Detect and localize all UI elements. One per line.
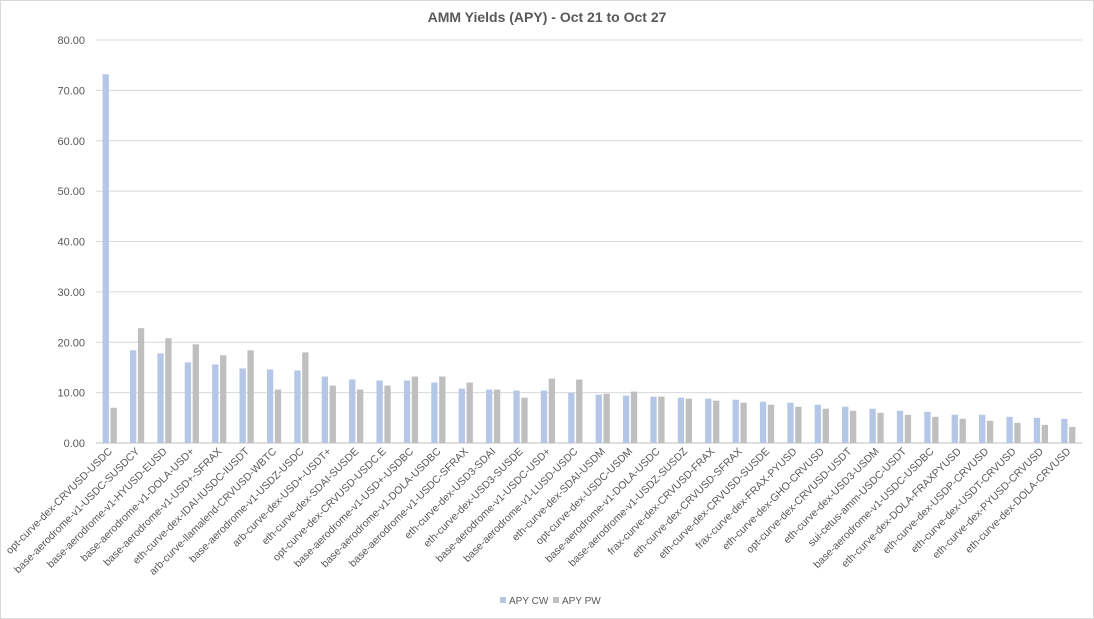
bar-apy-cw xyxy=(321,376,329,443)
gridlines xyxy=(96,39,1082,444)
bar-apy-pw xyxy=(576,379,583,443)
bar-apy-pw xyxy=(658,396,665,443)
bar-apy-pw xyxy=(411,376,419,443)
y-tick-label: 0.00 xyxy=(64,438,85,450)
legend-label: APY CW xyxy=(509,596,549,607)
bar-apy-cw xyxy=(102,74,109,443)
bar-apy-cw xyxy=(349,379,356,443)
bar-apy-cw xyxy=(486,389,493,443)
bar-apy-cw xyxy=(677,397,685,443)
x-axis-labels: opt-curve-dex-CRVUSD-USDCbase-aerodrome-… xyxy=(4,445,1074,578)
bar-apy-cw xyxy=(184,362,192,443)
bar-apy-pw xyxy=(247,350,254,443)
bar-apy-cw xyxy=(814,404,822,443)
bar-apy-pw xyxy=(329,385,336,443)
bar-apy-cw xyxy=(540,390,548,443)
bar-apy-cw xyxy=(431,382,438,443)
bar-apy-pw xyxy=(493,389,501,443)
y-tick-label: 20.00 xyxy=(57,337,85,349)
bar-apy-pw xyxy=(192,344,199,443)
y-tick-label: 10.00 xyxy=(57,388,85,400)
bar-apy-cw xyxy=(595,394,602,443)
bar-apy-cw xyxy=(622,395,630,443)
bar-apy-pw xyxy=(1014,422,1021,443)
bar-apy-pw xyxy=(220,355,227,443)
bar-apy-cw xyxy=(212,364,219,443)
bar-apy-pw xyxy=(274,389,282,443)
bar-apy-pw xyxy=(932,416,939,443)
bar-apy-cw xyxy=(979,414,986,443)
bar-apy-pw xyxy=(439,376,446,443)
bar-apy-cw xyxy=(650,396,657,443)
y-tick-label: 60.00 xyxy=(57,136,85,148)
bar-apy-pw xyxy=(877,412,884,443)
bar-apy-cw xyxy=(1006,416,1013,443)
bar-apy-cw xyxy=(157,353,164,443)
bar-apy-cw xyxy=(266,369,274,443)
bar-apy-cw xyxy=(458,388,465,443)
bar-apy-cw xyxy=(129,350,137,443)
bar-apy-cw xyxy=(924,411,931,443)
bar-apy-pw xyxy=(548,378,556,443)
bar-apy-pw xyxy=(137,328,145,443)
bar-apy-pw xyxy=(986,420,994,443)
bar-apy-pw xyxy=(302,352,309,443)
bars xyxy=(102,74,1076,443)
y-tick-label: 50.00 xyxy=(57,186,85,198)
y-axis-ticks: 0.00 10.00 20.00 30.00 40.00 50.00 60.00 70.00 8… xyxy=(57,35,85,450)
legend-swatch xyxy=(500,597,506,603)
bar-apy-cw xyxy=(239,368,246,443)
y-tick-label: 30.00 xyxy=(57,287,85,299)
bar-apy-pw xyxy=(713,400,720,443)
bar-apy-cw xyxy=(869,408,876,443)
chart-title: AMM Yields (APY) - Oct 21 to Oct 27 xyxy=(428,9,667,25)
bar-apy-cw xyxy=(759,401,767,443)
y-tick-label: 70.00 xyxy=(57,85,85,97)
bar-apy-pw xyxy=(630,391,638,443)
bar-apy-pw xyxy=(356,389,364,443)
bar-apy-cw xyxy=(568,392,575,443)
y-tick-label: 80.00 xyxy=(57,35,85,47)
bar-apy-pw xyxy=(822,408,829,443)
bar-apy-pw xyxy=(959,418,966,443)
bar-apy-cw xyxy=(732,399,739,443)
bar-apy-pw xyxy=(110,407,117,443)
bar-apy-cw xyxy=(787,402,794,443)
bar-apy-pw xyxy=(603,393,610,443)
bar-apy-cw xyxy=(705,398,712,443)
legend-label: APY PW xyxy=(562,596,601,607)
bar-apy-pw xyxy=(1041,424,1049,443)
bar-apy-pw xyxy=(1069,426,1076,443)
y-tick-label: 40.00 xyxy=(57,237,85,249)
bar-apy-pw xyxy=(165,338,172,443)
legend: APY CW APY PW xyxy=(500,596,601,607)
bar-apy-pw xyxy=(685,398,692,443)
bar-apy-pw xyxy=(466,382,473,443)
bar-apy-pw xyxy=(740,402,747,443)
bar-apy-cw xyxy=(1033,417,1041,443)
bar-apy-pw xyxy=(795,406,802,443)
bar-apy-pw xyxy=(767,404,775,443)
bar-apy-pw xyxy=(904,414,912,443)
legend-swatch xyxy=(553,597,559,603)
bar-apy-cw xyxy=(294,370,301,443)
bar-apy-cw xyxy=(403,380,411,443)
bar-apy-pw xyxy=(849,410,857,443)
bar-apy-cw xyxy=(1061,418,1068,443)
bar-apy-cw xyxy=(376,380,383,443)
bar-apy-pw xyxy=(384,385,391,443)
bar-apy-pw xyxy=(521,397,528,443)
bar-apy-cw xyxy=(513,390,520,443)
bar-apy-cw xyxy=(951,414,958,443)
bar-apy-cw xyxy=(896,410,904,443)
bar-apy-cw xyxy=(842,406,849,443)
